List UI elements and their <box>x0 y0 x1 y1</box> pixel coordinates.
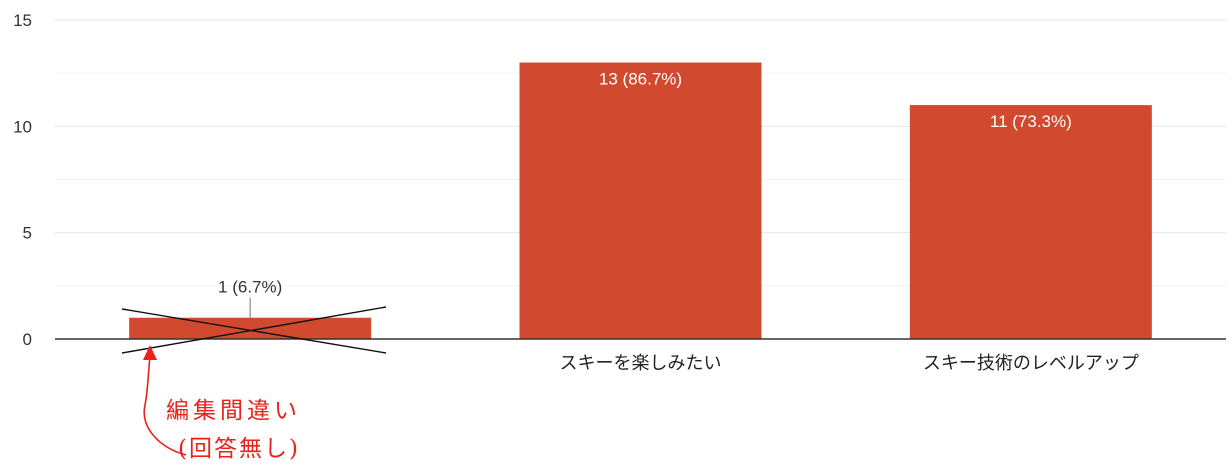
data-label: 13 (86.7%) <box>599 70 682 89</box>
annotation-arrowhead <box>143 345 157 360</box>
y-tick-label: 0 <box>23 330 32 349</box>
annotation-line-2: (回答無し) <box>178 436 300 462</box>
bar <box>519 62 762 340</box>
bar <box>129 317 372 339</box>
x-category-label: スキー技術のレベルアップ <box>923 353 1139 374</box>
category-labels: スキーを楽しみたい スキー技術のレベルアップ <box>560 353 1139 374</box>
cross-out-line-1 <box>121 308 387 354</box>
x-category-label: スキーを楽しみたい <box>560 353 722 374</box>
y-axis-ticks: 0 5 10 15 <box>13 11 32 349</box>
y-tick-label: 15 <box>13 11 32 30</box>
y-tick-label: 10 <box>13 117 32 136</box>
y-tick-label: 5 <box>23 224 32 243</box>
data-label: 11 (73.3%) <box>990 112 1072 131</box>
bars <box>129 62 1152 340</box>
data-label: 1 (6.7%) <box>218 278 282 297</box>
cross-out-line-2 <box>121 306 387 354</box>
bar <box>909 105 1152 339</box>
annotation-line-1: 編集間違い <box>166 398 301 424</box>
annotation-arrow <box>143 355 187 456</box>
data-labels: 1 (6.7%) 13 (86.7%) 11 (73.3%) <box>218 70 1072 318</box>
